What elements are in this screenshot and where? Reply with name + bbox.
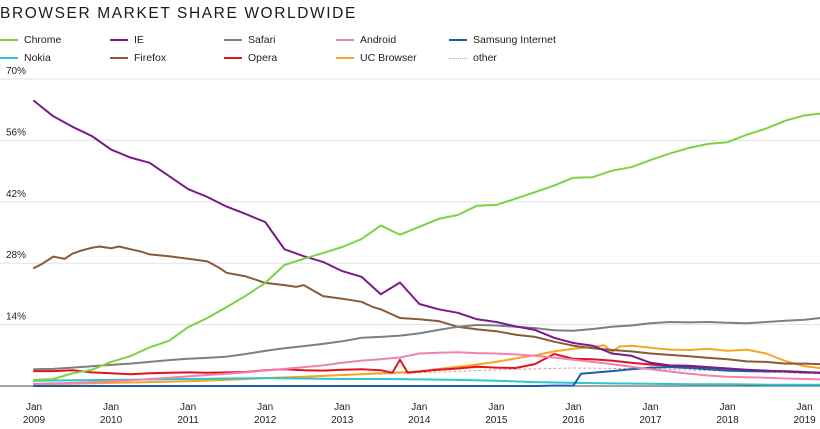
legend-swatch — [336, 39, 354, 42]
legend-label: Firefox — [134, 52, 167, 64]
legend-item-safari: Safari — [224, 32, 275, 48]
x-tick-month: Jan — [488, 402, 504, 413]
series-line-android — [33, 351, 820, 385]
legend-item-other: other — [449, 50, 497, 66]
legend-label: other — [473, 52, 497, 64]
x-tick-month: Jan — [719, 402, 735, 413]
x-tick-month: Jan — [797, 402, 813, 413]
x-tick-year: 2012 — [254, 415, 277, 426]
legend-label: Chrome — [24, 34, 62, 46]
legend-item-ie: IE — [110, 32, 144, 48]
legend-label: Opera — [248, 52, 278, 64]
legend-item-android: Android — [336, 32, 396, 48]
y-tick-label: 56% — [6, 127, 26, 138]
x-tick-month: Jan — [565, 402, 581, 413]
legend-item-opera: Opera — [224, 50, 277, 66]
x-tick-year: 2018 — [716, 415, 739, 426]
x-tick-month: Jan — [411, 402, 427, 413]
legend-swatch — [224, 57, 242, 60]
legend-label: UC Browser — [360, 52, 417, 64]
x-tick-month: Jan — [26, 402, 42, 413]
chart-title: BROWSER MARKET SHARE WORLDWIDE — [0, 5, 357, 22]
x-tick-month: Jan — [257, 402, 273, 413]
series-line-nokia — [33, 377, 820, 386]
legend-swatch — [0, 39, 18, 42]
legend-label: Nokia — [24, 52, 51, 64]
legend-item-nokia: Nokia — [0, 50, 51, 66]
legend-label: Safari — [248, 34, 276, 46]
x-tick-year: 2010 — [100, 415, 123, 426]
x-tick-year: 2013 — [331, 415, 354, 426]
x-tick-month: Jan — [103, 402, 119, 413]
x-tick-year: 2009 — [23, 415, 46, 426]
series-line-safari — [33, 317, 820, 371]
x-tick-year: 2017 — [639, 415, 662, 426]
x-tick-year: 2015 — [485, 415, 508, 426]
legend-swatch — [110, 39, 128, 42]
legend-item-firefox: Firefox — [110, 50, 166, 66]
y-tick-label: 28% — [6, 250, 26, 261]
series-line-firefox — [33, 245, 820, 366]
legend-swatch — [0, 57, 18, 60]
x-tick-month: Jan — [642, 402, 658, 413]
x-tick-year: 2019 — [793, 415, 816, 426]
legend-swatch — [224, 39, 242, 42]
y-tick-label: 42% — [6, 189, 26, 200]
legend-swatch — [449, 39, 467, 42]
legend-label: Samsung Internet — [473, 34, 556, 46]
x-tick-month: Jan — [334, 402, 350, 413]
x-tick-month: Jan — [180, 402, 196, 413]
legend-swatch — [110, 57, 128, 60]
legend-label: Android — [360, 34, 397, 46]
chart-legend: Chrome IE Safari Android Samsung Internet Nok… — [0, 32, 820, 68]
series-line-chrome — [33, 112, 820, 381]
legend-swatch — [336, 57, 354, 60]
y-tick-label: 14% — [6, 312, 26, 323]
series-line-ie — [33, 99, 820, 374]
y-tick-label: 70% — [6, 66, 26, 77]
legend-item-samsung-internet: Samsung Internet — [449, 32, 556, 48]
legend-item-uc-browser: UC Browser — [336, 50, 417, 66]
legend-swatch — [449, 57, 467, 59]
legend-label: IE — [134, 34, 144, 46]
x-tick-year: 2011 — [177, 415, 199, 426]
x-tick-year: 2016 — [562, 415, 585, 426]
legend-item-chrome: Chrome — [0, 32, 61, 48]
x-tick-year: 2014 — [408, 415, 431, 426]
